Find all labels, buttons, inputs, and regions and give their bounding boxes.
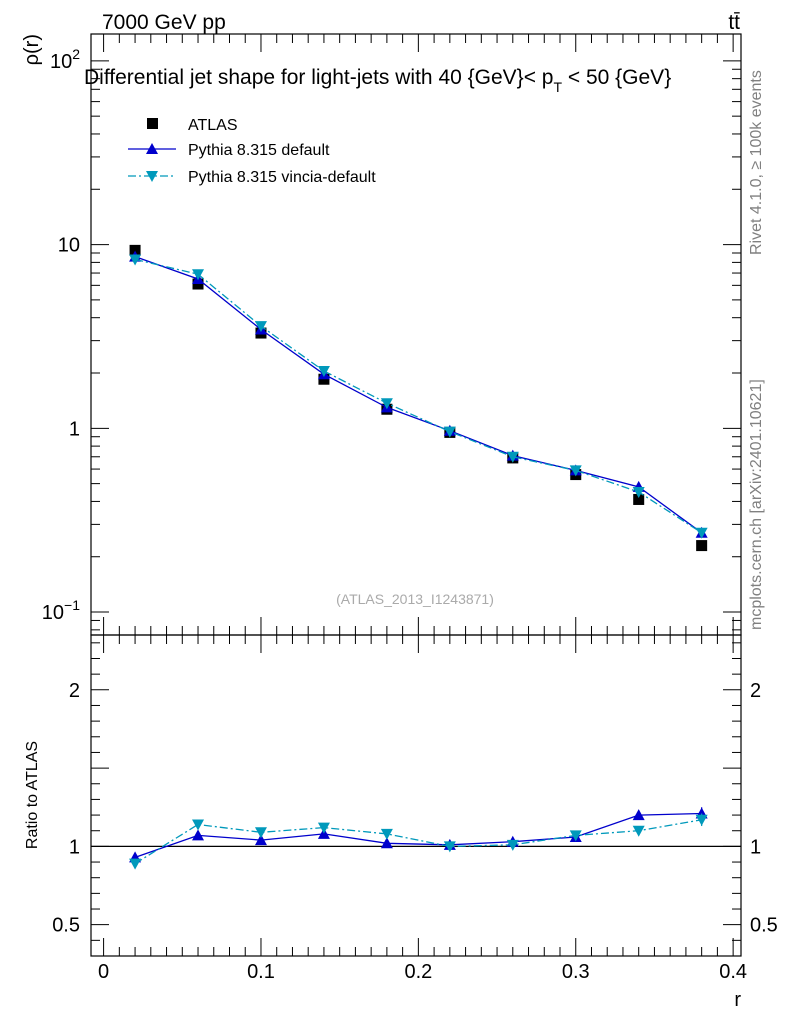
legend-default-label: Pythia 8.315 default <box>188 142 330 159</box>
legend-atlas-label: ATLAS <box>188 117 238 134</box>
ratio-panel: 2 2 1 1 0.5 0.5 0 0.1 0.2 0.3 0.4 Ratio to ATLAS r <box>24 634 778 1011</box>
main-line-2 <box>134 258 703 534</box>
ratio-vincia-point <box>380 828 393 840</box>
analysis-label: (ATLAS_2013_I1243871) <box>336 591 494 607</box>
vincia-point <box>443 426 456 438</box>
vincia-point <box>569 465 582 477</box>
rivet-label: Rivet 4.1.0, ≥ 100k events <box>748 70 765 255</box>
ratio-vincia-point <box>129 858 142 870</box>
atlas-point <box>696 540 708 552</box>
main-y-tick-label: 102 <box>50 46 80 73</box>
vincia-point <box>129 254 142 266</box>
vincia-point <box>632 487 645 499</box>
x-axis-label: r <box>734 989 741 1011</box>
x-tick-label: 0.1 <box>247 961 275 983</box>
main-y-label: ρ(r) <box>21 34 43 65</box>
chart-title-main: Differential jet shape for light-jets wi… <box>84 66 553 89</box>
main-y-tick-label: 10 <box>58 235 80 257</box>
vincia-point <box>695 527 708 539</box>
main-axis-ticks: 102 10 1 10−1 <box>42 34 741 635</box>
ratio-line-0 <box>134 812 702 859</box>
ratio-vincia-point <box>569 830 582 842</box>
ratio-series <box>129 807 708 870</box>
ratio-default-point <box>632 809 645 821</box>
ratio-y-tick-label: 0.5 <box>52 915 80 937</box>
energy-label: 7000 GeV pp <box>102 11 226 34</box>
vincia-point <box>380 398 393 410</box>
ratio-y-tick-label-right: 0.5 <box>750 915 778 937</box>
atlas-point <box>129 244 141 256</box>
atlas-point <box>633 493 645 505</box>
chart-title-end: < 50 {GeV} <box>562 66 671 89</box>
ratio-default-point <box>380 837 393 849</box>
ratio-axis-ticks: 2 2 1 1 0.5 0.5 0 0.1 0.2 0.3 0.4 <box>52 635 778 983</box>
ratio-vincia-point <box>695 814 708 826</box>
atlas-point <box>192 278 204 290</box>
ratio-y-label: Ratio to ATLAS <box>24 741 41 849</box>
ratio-y-tick-label: 1 <box>69 836 80 858</box>
main-y-tick-label: 10−1 <box>42 597 80 624</box>
main-line-1 <box>134 255 703 534</box>
x-tick-label: 0.2 <box>404 961 432 983</box>
ratio-vincia-point <box>317 822 330 834</box>
process-label: tt̄ <box>728 11 740 34</box>
legend-vincia-marker <box>146 171 158 182</box>
main-panel: 102 10 1 10−1 ρ(r) Differential jet shape f… <box>21 33 742 636</box>
ratio-vincia-point <box>192 819 205 831</box>
ratio-default-point <box>254 834 267 846</box>
legend-vincia-label: Pythia 8.315 vincia-default <box>188 169 376 186</box>
vincia-point <box>317 366 330 378</box>
legend: ATLAS Pythia 8.315 default Pythia 8.315 … <box>128 117 376 186</box>
ratio-vincia-point <box>443 841 456 853</box>
chart-title-subscript: T <box>553 79 562 95</box>
vincia-point <box>506 451 519 463</box>
ratio-vincia-point <box>632 825 645 837</box>
x-tick-label: 0.3 <box>562 961 590 983</box>
main-y-tick-label: 1 <box>69 418 80 440</box>
main-series <box>129 244 708 552</box>
ratio-y-tick-label-right: 1 <box>750 836 761 858</box>
ratio-y-tick-label-right: 2 <box>750 680 761 702</box>
ratio-y-tick-label: 2 <box>69 680 80 702</box>
ratio-line-1 <box>134 819 702 865</box>
chart-title: Differential jet shape for light-jets wi… <box>84 66 671 95</box>
site-label: mcplots.cern.ch [arXiv:2401.10621] <box>748 379 765 630</box>
ratio-vincia-point <box>506 839 519 851</box>
ratio-vincia-point <box>254 827 267 839</box>
ratio-default-point <box>192 829 205 841</box>
x-tick-label: 0 <box>98 961 109 983</box>
legend-atlas-marker <box>147 118 158 129</box>
vincia-point <box>254 321 267 333</box>
legend-default-marker <box>146 143 158 154</box>
atlas-point <box>318 373 330 385</box>
vincia-point <box>192 269 205 281</box>
ratio-frame <box>90 634 742 957</box>
x-tick-label: 0.4 <box>719 961 747 983</box>
